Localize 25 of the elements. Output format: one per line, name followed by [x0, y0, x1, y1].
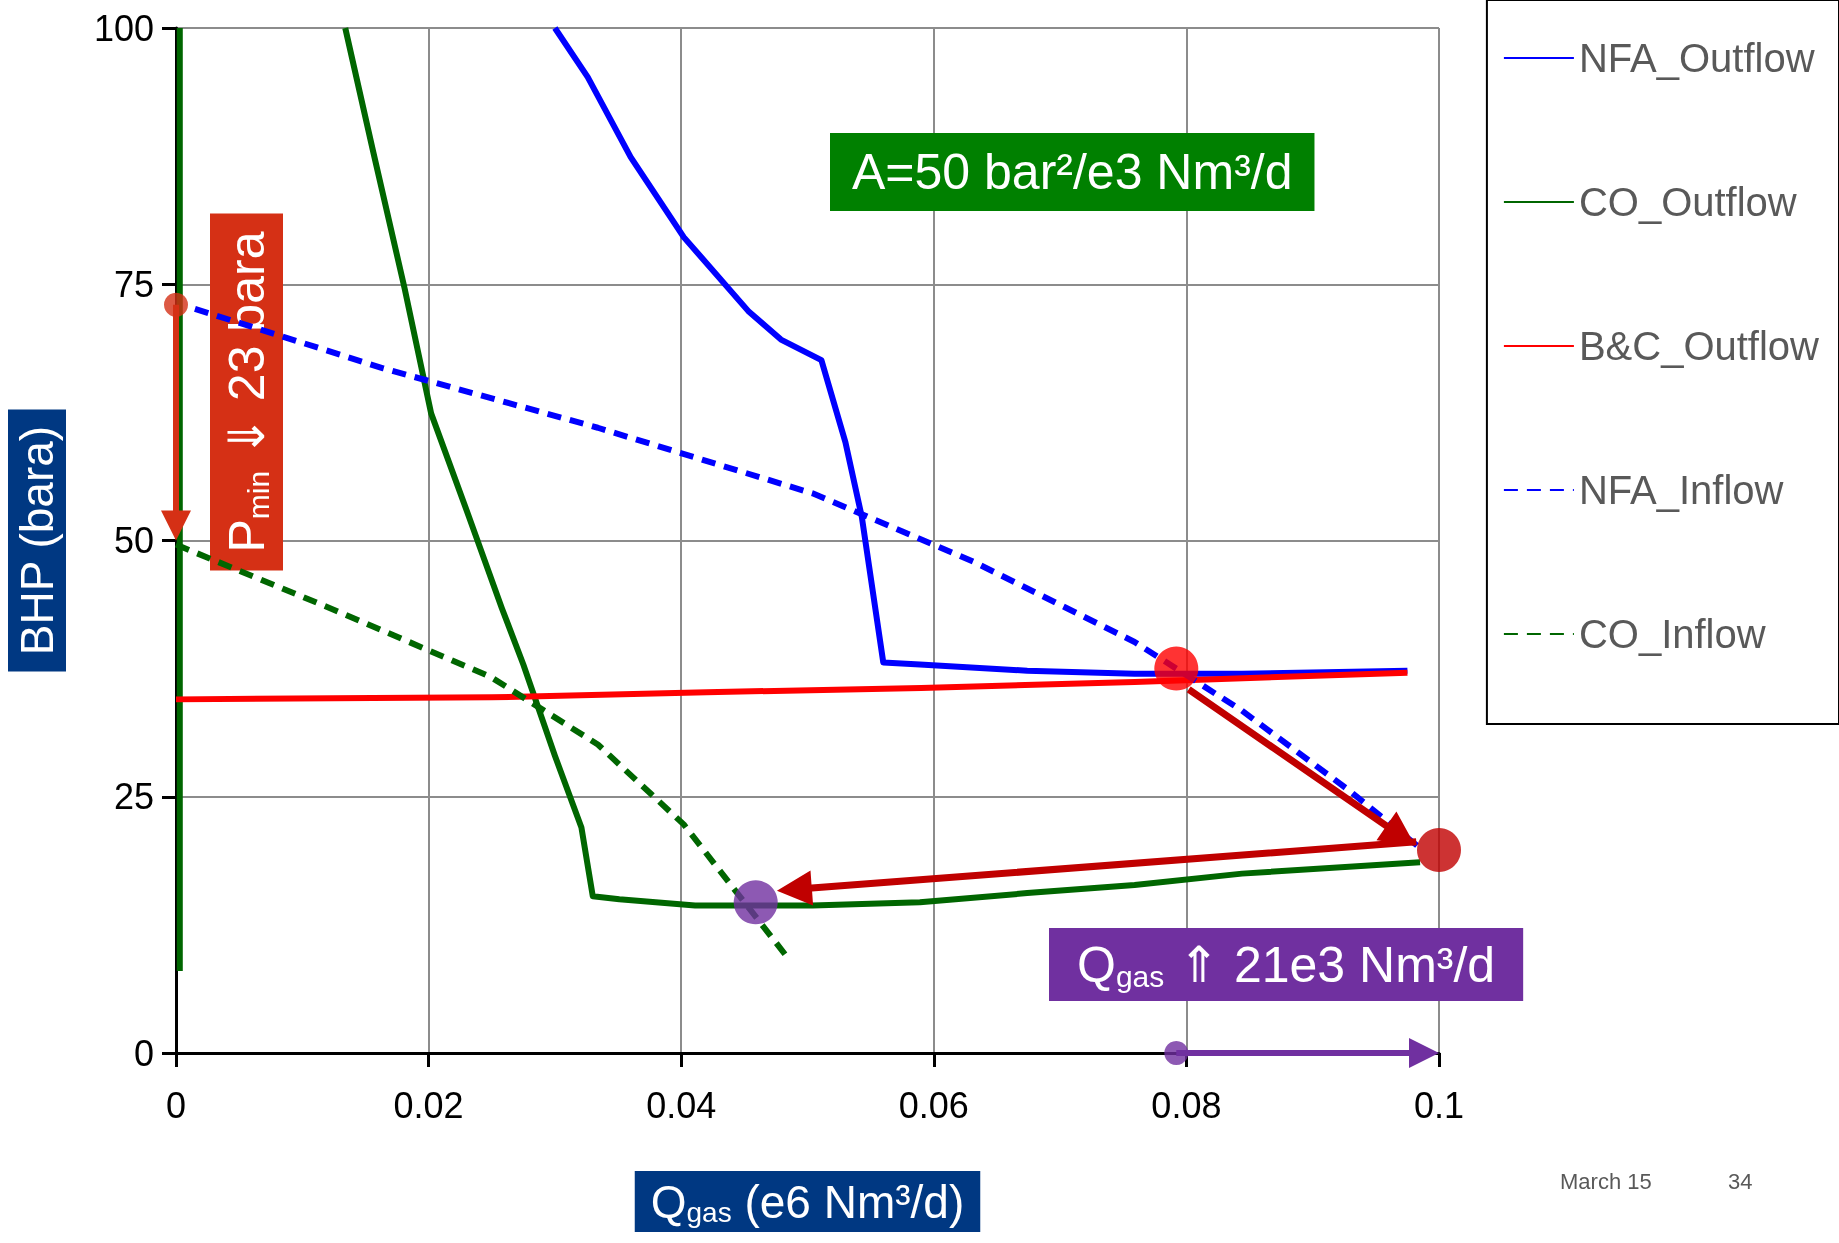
- point: [1417, 828, 1461, 873]
- y-tick-label: 75: [113, 263, 154, 305]
- x-tick-label: 0.04: [646, 1084, 717, 1126]
- x-axis-title: Qgas (e6 Nm³/d): [650, 1175, 965, 1228]
- y-tick-label: 100: [93, 7, 154, 49]
- x-tick-label: 0.08: [1151, 1084, 1222, 1126]
- x-tick-label: 0: [165, 1084, 187, 1126]
- legend-label: NFA_Inflow: [1578, 468, 1784, 512]
- legend-label: CO_Inflow: [1578, 612, 1766, 656]
- y-tick-label: 25: [113, 776, 154, 818]
- x-tick-label: 0.02: [393, 1084, 464, 1126]
- legend-label: NFA_Outflow: [1578, 36, 1815, 80]
- text: March 15: [1560, 1168, 1652, 1194]
- y-tick-label: 50: [113, 520, 154, 561]
- annotation: Qgas ⇑ 21e3 Nm³/d: [1077, 936, 1496, 993]
- legend-label: CO_Outflow: [1578, 180, 1797, 224]
- annotation: A=50 bar²/e3 Nm³/d: [852, 144, 1293, 200]
- text: 34: [1728, 1168, 1753, 1194]
- x-tick-label: 0.06: [898, 1084, 969, 1126]
- y-axis-title: BHP (bara): [11, 425, 63, 656]
- point: [1154, 646, 1199, 691]
- x-tick-label: 0.1: [1413, 1084, 1465, 1126]
- y-tick-label: 0: [133, 1032, 154, 1074]
- legend-label: B&C_Outflow: [1578, 324, 1820, 368]
- annotation: Pmin ⇓ 23 bara: [218, 231, 275, 553]
